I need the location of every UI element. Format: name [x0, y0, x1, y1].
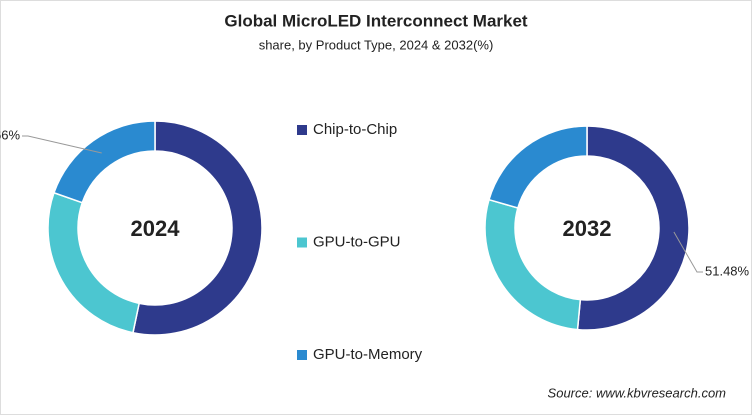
data-label: 51.48%	[705, 263, 750, 278]
donut-slice	[488, 125, 588, 209]
label-leader	[673, 231, 703, 273]
legend-label: GPU-to-Memory	[313, 346, 423, 363]
legend-label: Chip-to-Chip	[313, 121, 397, 138]
legend-swatch	[297, 237, 307, 248]
center-label: 2032	[563, 216, 612, 241]
center-label: 2024	[131, 216, 181, 241]
donut-slice	[132, 120, 263, 336]
donut-slice	[576, 125, 690, 331]
legend-swatch	[297, 350, 307, 360]
chart-subtitle: share, by Product Type, 2024 & 2032(%)	[259, 37, 494, 52]
chart-title: Global MicroLED Interconnect Market	[224, 11, 528, 30]
legend-swatch	[297, 125, 307, 135]
legend-label: GPU-to-GPU	[313, 233, 401, 250]
donut-slice	[53, 120, 156, 204]
data-label: 19.66%	[0, 127, 20, 142]
source-note: Source: www.kbvresearch.com	[548, 385, 727, 400]
label-leader	[22, 135, 102, 154]
